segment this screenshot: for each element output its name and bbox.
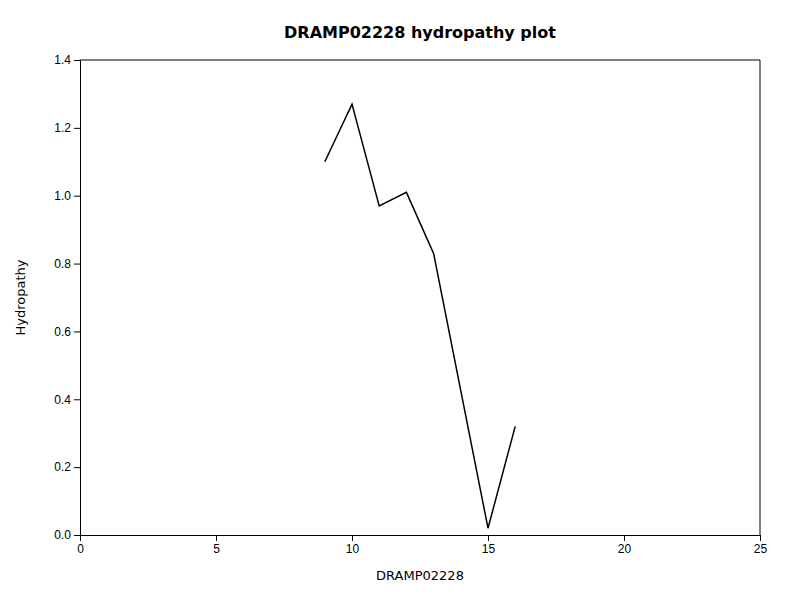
tick-mark	[74, 331, 80, 332]
tick-label: 5	[213, 542, 220, 556]
tick: 1.2	[54, 121, 80, 135]
tick-mark	[74, 60, 80, 61]
tick-label: 10	[346, 542, 360, 556]
tick: 20	[618, 535, 632, 556]
tick-label: 0.2	[54, 460, 71, 474]
tick: 0.6	[54, 325, 80, 339]
tick-mark	[760, 535, 761, 541]
tick-label: 0	[77, 542, 84, 556]
tick-label: 0.4	[54, 393, 71, 407]
tick: 1.0	[54, 189, 80, 203]
tick-mark	[488, 535, 489, 541]
tick: 0.8	[54, 257, 80, 271]
tick: 15	[482, 535, 496, 556]
title: DRAMP02228 hydropathy plot	[284, 23, 556, 42]
x-axis: 0 5 10 15 20 25	[77, 535, 767, 556]
plot-area: 0 5 10 15 20 25 0.0 0.2 0.4 0.6 0.8 1.0 1.2 1.4	[54, 53, 767, 555]
tick: 0.4	[54, 393, 80, 407]
line	[325, 104, 515, 528]
tick: 0.0	[54, 528, 80, 542]
y-axis-title: Hydropathy	[13, 259, 28, 335]
frame	[80, 60, 760, 61]
tick-mark	[74, 196, 80, 197]
tick: 10	[346, 535, 360, 556]
axis-line	[81, 536, 761, 542]
tick-mark	[74, 467, 80, 468]
tick-label: 0.0	[54, 528, 71, 542]
tick: 1.4	[54, 53, 80, 67]
tick-label: 25	[754, 542, 768, 556]
y-axis: 0.0 0.2 0.4 0.6 0.8 1.0 1.2 1.4	[54, 53, 80, 542]
tick-label: 20	[618, 542, 632, 556]
tick-label: 1.0	[54, 189, 71, 203]
axis-line	[74, 61, 81, 536]
tick: 0	[77, 535, 84, 556]
tick: 0.2	[54, 460, 80, 474]
tick-label: 0.8	[54, 257, 71, 271]
tick-mark	[74, 399, 80, 400]
tick-mark	[216, 535, 217, 541]
frame	[760, 60, 761, 535]
tick-mark	[74, 535, 80, 536]
marks	[325, 104, 515, 528]
chart: 0 5 10 15 20 25 0.0 0.2 0.4 0.6 0.8 1.0 1.2 1.4 DRAMP0…	[0, 0, 800, 600]
tick-mark	[352, 535, 353, 541]
tick-label: 1.4	[54, 53, 71, 67]
x-axis-title: DRAMP02228	[376, 568, 464, 583]
tick-mark	[624, 535, 625, 541]
tick-mark	[74, 264, 80, 265]
tick-label: 1.2	[54, 121, 71, 135]
tick-label: 0.6	[54, 325, 71, 339]
tick: 5	[213, 535, 220, 556]
tick: 25	[754, 535, 768, 556]
tick-mark	[74, 128, 80, 129]
tick-label: 15	[482, 542, 496, 556]
